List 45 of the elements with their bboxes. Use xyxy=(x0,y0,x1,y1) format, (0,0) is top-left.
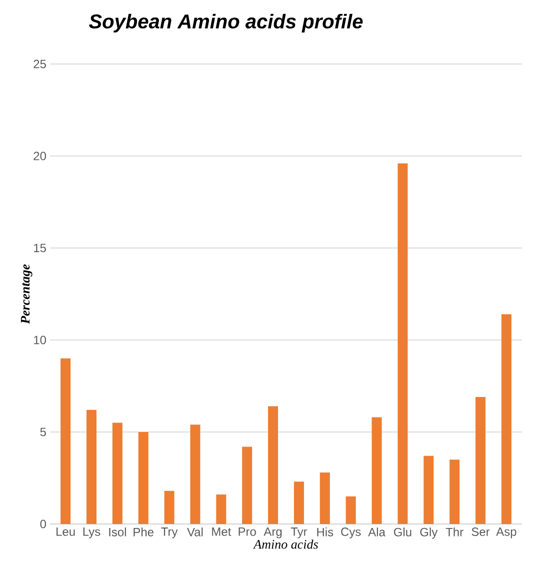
x-tick-label: Ala xyxy=(368,528,386,536)
y-tick-label: 25 xyxy=(34,60,46,68)
x-tick-label: Tyr xyxy=(290,528,308,538)
x-axis-title: Amino acids xyxy=(252,540,318,549)
x-tick-label: Arg xyxy=(264,528,282,538)
x-tick-label: His xyxy=(317,528,334,536)
bar xyxy=(320,472,330,524)
x-tick-label: Met xyxy=(212,528,232,536)
bar xyxy=(86,410,96,524)
y-axis-title: Percentage xyxy=(20,264,32,324)
bar xyxy=(501,314,512,524)
y-tick-label: 5 xyxy=(40,428,46,436)
x-tick-label: Asp xyxy=(496,528,516,538)
x-tick-label: Lys xyxy=(83,528,100,538)
bar xyxy=(60,358,71,524)
x-tick-label: Ser xyxy=(472,528,490,536)
bar xyxy=(138,432,148,524)
x-tick-label: Cys xyxy=(341,528,361,538)
y-tick-label: 15 xyxy=(34,244,46,252)
x-tick-label: Pro xyxy=(238,528,256,536)
x-tick-label: Thr xyxy=(446,528,464,536)
x-tick-label: Leu xyxy=(56,528,75,536)
x-tick-label: Val xyxy=(187,528,203,536)
chart-title: Soybean Amino acids profile xyxy=(89,14,363,32)
bar xyxy=(398,163,408,524)
y-tick-label: 0 xyxy=(40,520,46,528)
bar xyxy=(242,446,252,524)
bar xyxy=(112,422,122,524)
bar xyxy=(476,397,486,524)
y-tick-label: 10 xyxy=(34,336,46,344)
x-tick-label: Glu xyxy=(394,528,412,536)
bar xyxy=(164,490,174,524)
x-tick-label: Try xyxy=(161,528,178,538)
x-tick-label: Gly xyxy=(420,528,438,539)
bar xyxy=(450,460,460,524)
x-tick-label: Isol xyxy=(109,528,126,536)
y-tick-label: 20 xyxy=(34,152,46,160)
x-tick-label: Phe xyxy=(134,528,154,536)
bar xyxy=(424,456,434,524)
bar xyxy=(294,482,304,524)
bar xyxy=(346,496,356,524)
bar xyxy=(216,494,226,524)
bar xyxy=(190,424,200,524)
bar xyxy=(268,406,278,524)
bar xyxy=(372,417,382,524)
